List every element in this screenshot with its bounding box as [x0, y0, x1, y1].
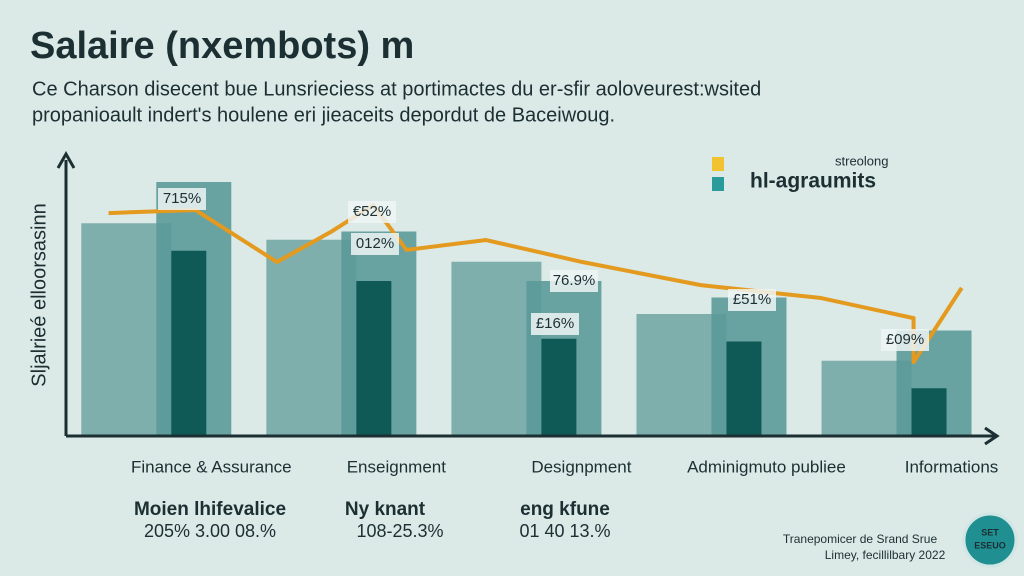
source: Tranepomicer de Srand Srue: [783, 532, 938, 546]
annotation: 76.9%: [553, 272, 596, 289]
summary-values: 108-25.3%: [356, 521, 443, 541]
badge-text: ESEUO: [974, 540, 1006, 550]
x-tick-label: Designpment: [531, 457, 631, 476]
summary-name: Moien lhifevalice: [134, 499, 286, 520]
plot: 715% €52% 012% 76.9% £16% £51% £09%: [81, 182, 972, 435]
bar: [171, 250, 207, 435]
annotation-box: [728, 289, 776, 311]
legend-label: hl-agraumits: [750, 170, 876, 193]
annotation: €52%: [353, 203, 391, 220]
annotation: 012%: [356, 235, 394, 252]
bar: [356, 281, 392, 435]
bar: [911, 388, 947, 435]
annotation-box: [158, 188, 206, 210]
annotation: £16%: [536, 315, 574, 332]
badge: [962, 512, 1018, 568]
annotation-box: [881, 329, 929, 351]
summary-values: 01 40 13.%: [519, 521, 610, 541]
annotation-box: [348, 201, 396, 223]
legend-title: streolong: [835, 153, 888, 168]
bar: [541, 338, 577, 435]
annotation: 715%: [163, 190, 201, 207]
annotation-box: [550, 270, 598, 292]
source: Limey, fecillilbary 2022: [825, 548, 946, 562]
annotation-box: [531, 313, 579, 335]
annotation: £09%: [886, 331, 924, 348]
trend-line: [108, 203, 964, 365]
summary-name: Ny knant: [345, 499, 426, 520]
bar: [451, 261, 542, 435]
subtitle: propanioault indert's houlene eri jieace…: [32, 104, 615, 126]
annotation-box: [351, 233, 399, 255]
badge-text: SET: [981, 527, 999, 537]
chart-title: Salaire (nxembots) m: [30, 25, 414, 67]
x-tick-label: Adminigmuto publiee: [687, 457, 846, 476]
bar: [726, 341, 762, 435]
summary-name: eng kfune: [520, 499, 610, 520]
subtitle: Ce Charson disecent bue Lunsrieciess at …: [32, 78, 761, 100]
summary-values: 205% 3.00 08.%: [144, 521, 276, 541]
legend-swatch: [712, 177, 724, 191]
x-axis-arrow: [984, 426, 1000, 446]
x-tick-label: Informations: [905, 457, 999, 476]
legend-swatch: [712, 157, 724, 171]
y-axis-label: Sljalrieé elloorsasinn: [28, 203, 50, 386]
y-axis-arrow: [56, 150, 76, 169]
x-tick-label: Finance & Assurance: [131, 457, 292, 476]
annotation: £51%: [733, 291, 771, 308]
x-tick-label: Enseignment: [347, 457, 447, 476]
